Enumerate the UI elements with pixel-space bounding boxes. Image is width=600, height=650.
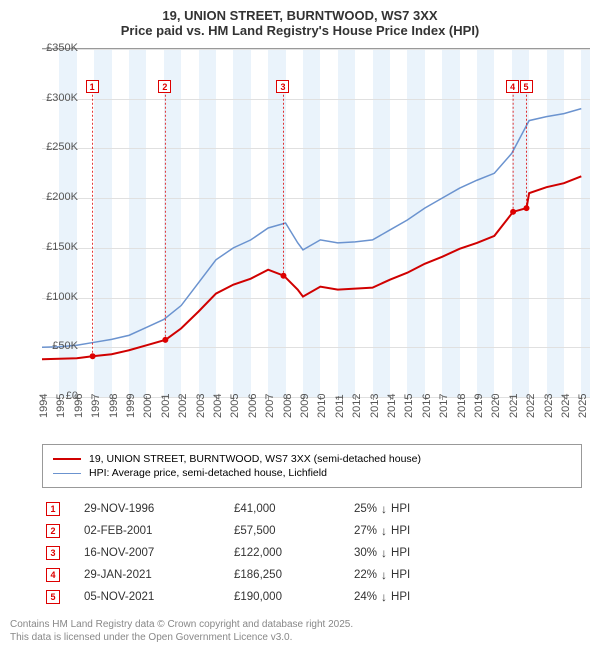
sale-date: 16-NOV-2007	[84, 547, 234, 559]
x-tick-label: 2004	[212, 378, 224, 418]
sale-number-box: 1	[46, 502, 60, 516]
y-tick-label: £0	[0, 390, 78, 402]
legend-item: 19, UNION STREET, BURNTWOOD, WS7 3XX (se…	[53, 453, 571, 465]
y-tick-label: £300K	[0, 92, 78, 104]
footer: Contains HM Land Registry data © Crown c…	[10, 618, 353, 644]
event-dot	[90, 353, 96, 359]
legend-swatch-price	[53, 458, 81, 460]
sale-diff: 24% ↓ HPI	[354, 590, 474, 604]
footer-line2: This data is licensed under the Open Gov…	[10, 631, 353, 644]
x-tick-label: 1997	[90, 378, 102, 418]
sales-table: 1 29-NOV-1996£41,00025% ↓ HPI 2 02-FEB-2001…	[42, 498, 582, 608]
legend-label: 19, UNION STREET, BURNTWOOD, WS7 3XX (se…	[89, 453, 421, 465]
footer-line1: Contains HM Land Registry data © Crown c…	[10, 618, 353, 631]
x-tick-label: 2001	[160, 378, 172, 418]
x-tick-label: 2022	[525, 378, 537, 418]
sale-number-box: 3	[46, 546, 60, 560]
legend-label: HPI: Average price, semi-detached house,…	[89, 467, 327, 479]
sale-price: £122,000	[234, 547, 354, 559]
sale-date: 29-JAN-2021	[84, 569, 234, 581]
x-tick-label: 1999	[125, 378, 137, 418]
line-svg	[42, 49, 590, 397]
sale-number-box: 5	[46, 590, 60, 604]
event-marker-2: 2	[158, 80, 171, 93]
sale-date: 29-NOV-1996	[84, 503, 234, 515]
legend-swatch-hpi	[53, 473, 81, 474]
down-arrow-icon: ↓	[381, 502, 387, 516]
sale-number-box: 4	[46, 568, 60, 582]
down-arrow-icon: ↓	[381, 524, 387, 538]
sale-row: 5 05-NOV-2021£190,00024% ↓ HPI	[42, 586, 582, 608]
chart-area: 1 2 3 45 1994199519961997199819992000200120…	[42, 48, 590, 438]
sale-row: 1 29-NOV-1996£41,00025% ↓ HPI	[42, 498, 582, 520]
x-tick-label: 2017	[438, 378, 450, 418]
x-axis: 1994199519961997199819992000200120022003…	[42, 396, 590, 438]
y-tick-label: £100K	[0, 291, 78, 303]
x-tick-label: 2006	[247, 378, 259, 418]
sale-diff: 27% ↓ HPI	[354, 524, 474, 538]
x-tick-label: 2020	[490, 378, 502, 418]
event-dot	[280, 273, 286, 279]
y-tick-label: £150K	[0, 241, 78, 253]
y-tick-label: £350K	[0, 42, 78, 54]
sale-date: 05-NOV-2021	[84, 591, 234, 603]
x-tick-label: 2019	[473, 378, 485, 418]
event-marker-4: 4	[506, 80, 519, 93]
event-marker-1: 1	[86, 80, 99, 93]
x-tick-label: 2013	[369, 378, 381, 418]
x-tick-label: 2010	[316, 378, 328, 418]
sale-row: 2 02-FEB-2001£57,50027% ↓ HPI	[42, 520, 582, 542]
event-dot	[524, 205, 530, 211]
sale-price: £57,500	[234, 525, 354, 537]
x-tick-label: 2015	[403, 378, 415, 418]
x-tick-label: 2018	[456, 378, 468, 418]
y-tick-label: £250K	[0, 141, 78, 153]
sale-number-box: 2	[46, 524, 60, 538]
x-tick-label: 2007	[264, 378, 276, 418]
series-price_paid	[42, 176, 581, 359]
x-tick-label: 2025	[577, 378, 589, 418]
sale-row: 4 29-JAN-2021£186,25022% ↓ HPI	[42, 564, 582, 586]
event-marker-3: 3	[276, 80, 289, 93]
sale-diff: 22% ↓ HPI	[354, 568, 474, 582]
title-line1: 19, UNION STREET, BURNTWOOD, WS7 3XX	[10, 8, 590, 23]
x-tick-label: 2008	[282, 378, 294, 418]
plot-region: 1 2 3 45	[42, 48, 590, 396]
y-tick-label: £50K	[0, 340, 78, 352]
sale-row: 3 16-NOV-2007£122,00030% ↓ HPI	[42, 542, 582, 564]
event-dot	[510, 209, 516, 215]
y-tick-label: £200K	[0, 191, 78, 203]
x-tick-label: 2005	[229, 378, 241, 418]
x-tick-label: 2023	[543, 378, 555, 418]
event-marker-5: 5	[520, 80, 533, 93]
x-tick-label: 2009	[299, 378, 311, 418]
x-tick-label: 2011	[334, 378, 346, 418]
sale-price: £190,000	[234, 591, 354, 603]
sale-price: £186,250	[234, 569, 354, 581]
event-dot	[162, 337, 168, 343]
x-tick-label: 2012	[351, 378, 363, 418]
legend: 19, UNION STREET, BURNTWOOD, WS7 3XX (se…	[42, 444, 582, 488]
sale-diff: 25% ↓ HPI	[354, 502, 474, 516]
sale-date: 02-FEB-2001	[84, 525, 234, 537]
x-tick-label: 2014	[386, 378, 398, 418]
title-line2: Price paid vs. HM Land Registry's House …	[10, 23, 590, 38]
down-arrow-icon: ↓	[381, 546, 387, 560]
x-tick-label: 2016	[421, 378, 433, 418]
x-tick-label: 2000	[142, 378, 154, 418]
x-tick-label: 2003	[195, 378, 207, 418]
legend-item: HPI: Average price, semi-detached house,…	[53, 467, 571, 479]
sale-price: £41,000	[234, 503, 354, 515]
x-tick-label: 2021	[508, 378, 520, 418]
down-arrow-icon: ↓	[381, 590, 387, 604]
sale-diff: 30% ↓ HPI	[354, 546, 474, 560]
x-tick-label: 2002	[177, 378, 189, 418]
x-tick-label: 1998	[108, 378, 120, 418]
down-arrow-icon: ↓	[381, 568, 387, 582]
x-tick-label: 2024	[560, 378, 572, 418]
chart-title: 19, UNION STREET, BURNTWOOD, WS7 3XX Pri…	[0, 0, 600, 42]
